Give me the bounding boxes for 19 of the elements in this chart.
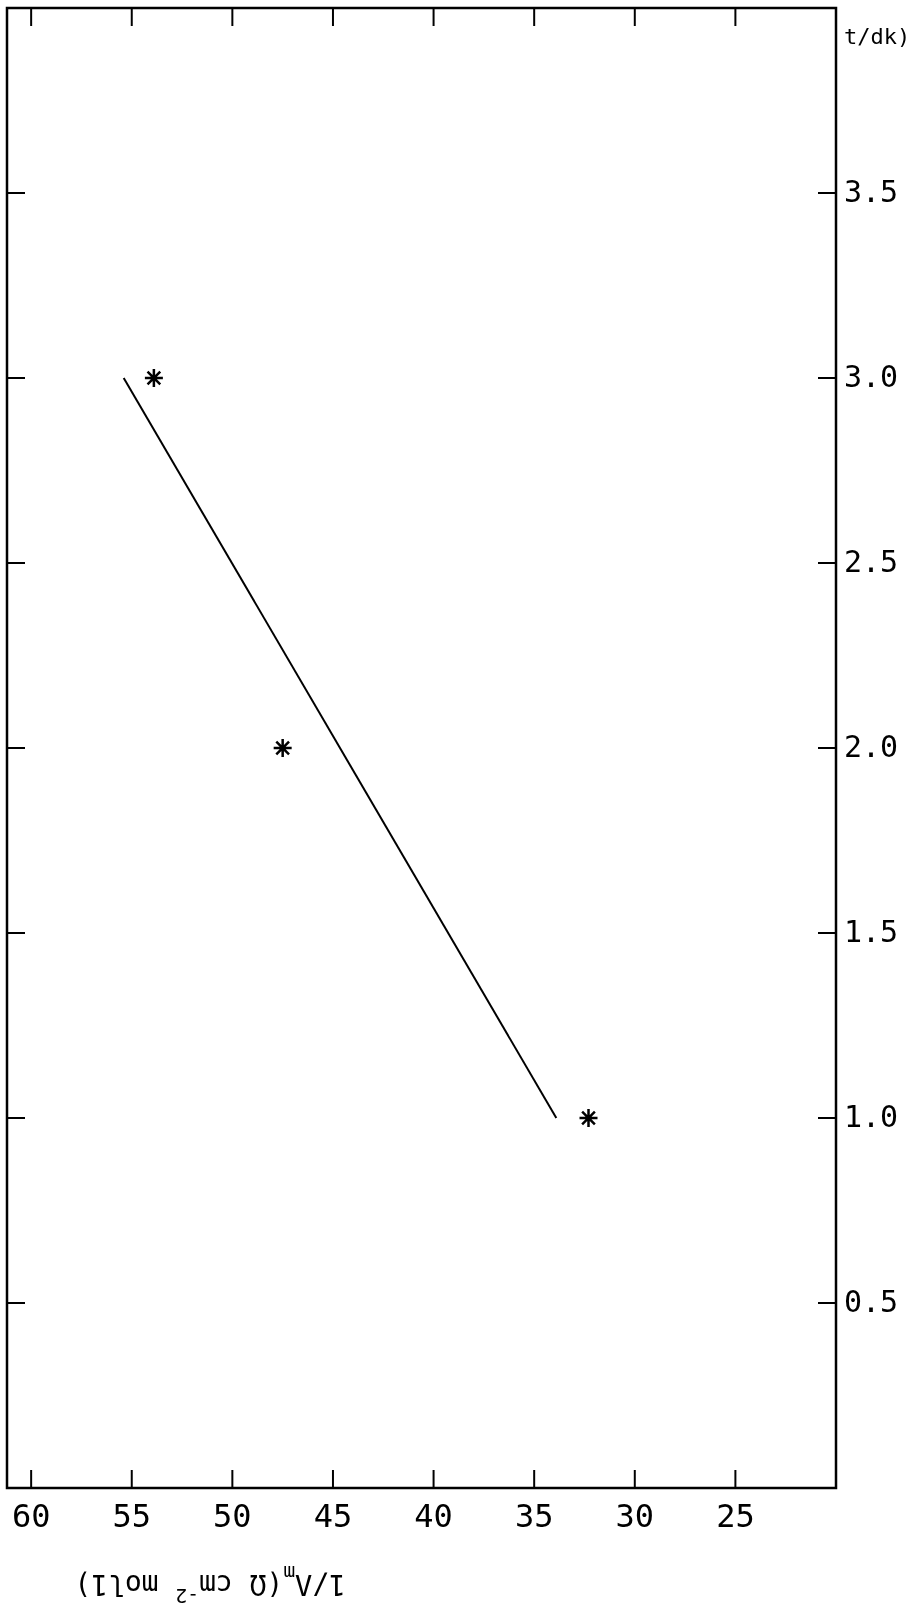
point xyxy=(578,1107,599,1129)
y-tick-label: 2.5 xyxy=(844,543,899,579)
point xyxy=(143,367,165,389)
x-tick-label: 35 xyxy=(514,1497,554,1535)
x-tick-label: 30 xyxy=(615,1497,655,1535)
point xyxy=(272,737,293,759)
x-tick-label: 55 xyxy=(112,1497,152,1535)
y-tick-label: 1.5 xyxy=(844,913,899,949)
y-axis-title: t/dk) xyxy=(844,24,911,49)
y-tick-label: 0.5 xyxy=(844,1283,899,1319)
y-tick-label: 3.0 xyxy=(844,358,899,394)
x-tick-label: 40 xyxy=(414,1497,453,1535)
x-tick-label: 25 xyxy=(716,1497,755,1535)
y-tick-label: 1.0 xyxy=(844,1098,899,1134)
x-tick-label: 60 xyxy=(11,1497,51,1535)
y-tick-label: 2.0 xyxy=(844,728,899,764)
y-tick-label: 3.5 xyxy=(844,173,899,209)
x-tick-label: 50 xyxy=(213,1497,252,1535)
x-tick-label: 45 xyxy=(313,1497,353,1535)
